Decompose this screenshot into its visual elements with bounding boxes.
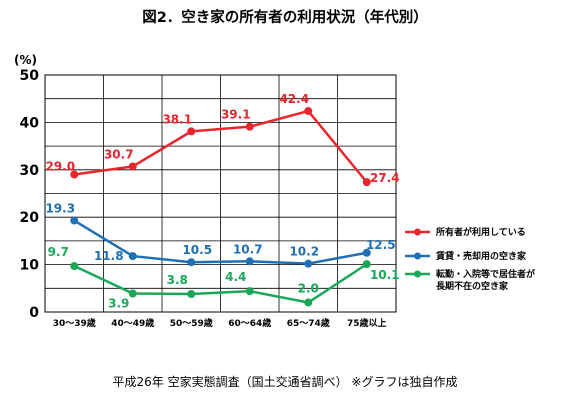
data-point xyxy=(304,107,313,116)
data-label: 19.3 xyxy=(45,202,75,216)
data-label: 38.1 xyxy=(162,112,192,126)
chart-title: 図2．空き家の所有者の利用状況（年代別） xyxy=(142,8,428,26)
data-point xyxy=(362,248,371,257)
data-label: 30.7 xyxy=(104,147,134,161)
series-line xyxy=(73,263,368,304)
data-point xyxy=(245,287,254,296)
series-line xyxy=(73,219,367,265)
data-label: 42.4 xyxy=(279,92,309,106)
legend-label: 所有者が利用している xyxy=(436,226,526,238)
series-line xyxy=(74,109,368,183)
x-tick-label: 50～59歳 xyxy=(170,317,213,329)
legend-marker xyxy=(414,252,421,260)
data-label: 10.7 xyxy=(233,242,263,256)
y-tick-label: 10 xyxy=(20,258,40,274)
data-point xyxy=(70,216,79,225)
data-label: 11.8 xyxy=(94,249,124,263)
series-lines xyxy=(70,107,371,307)
data-point xyxy=(304,298,313,307)
data-point xyxy=(304,259,313,268)
x-tick-label: 40～49歳 xyxy=(111,317,154,329)
data-label: 27.4 xyxy=(370,171,400,185)
y-tick-label: 50 xyxy=(20,68,40,84)
data-point xyxy=(245,122,254,131)
legend-marker xyxy=(414,228,421,236)
data-labels: 29.0 30.7 38.1 39.1 42.4 27.4 19.3 11.8 10.5 10.7… xyxy=(45,92,399,310)
y-tick-label: 40 xyxy=(20,115,40,131)
data-label: 29.0 xyxy=(45,160,75,174)
plot-border xyxy=(44,74,397,313)
data-label: 10.1 xyxy=(370,268,400,282)
data-label: 3.8 xyxy=(167,273,188,287)
data-point xyxy=(128,252,137,261)
data-point xyxy=(245,257,254,266)
data-point xyxy=(362,178,371,187)
y-axis-unit: (%) xyxy=(14,53,37,67)
data-point xyxy=(187,127,196,136)
x-tick-label: 65～74歳 xyxy=(287,317,330,329)
y-axis-ticks: 0 10 20 30 40 50 xyxy=(20,68,40,321)
data-point xyxy=(70,262,79,271)
y-tick-label: 20 xyxy=(20,210,40,226)
data-point xyxy=(70,170,79,179)
legend-marker xyxy=(414,270,421,278)
x-axis-ticks: 30～39歳 40～49歳 50～59歳 60～64歳 65～74歳 75歳以上 xyxy=(53,317,387,329)
data-point xyxy=(128,162,137,171)
x-tick-label: 30～39歳 xyxy=(53,317,96,329)
data-label: 10.2 xyxy=(289,245,319,259)
legend-label: 転勤・入院等で居住者が長期不在の空き家 xyxy=(436,268,536,292)
data-label: 4.4 xyxy=(225,270,246,284)
y-tick-label: 0 xyxy=(29,305,39,321)
source-note: 平成26年 空家実態調査（国土交通省調べ） ※グラフは独自作成 xyxy=(113,374,458,389)
data-label: 2.0 xyxy=(298,282,319,296)
legend-label: 賃貸・売却用の空き家 xyxy=(435,250,527,262)
data-point xyxy=(362,260,371,269)
data-label: 10.5 xyxy=(182,243,212,257)
data-point xyxy=(128,289,137,298)
data-label: 9.7 xyxy=(48,245,69,259)
plot-grid xyxy=(44,74,397,313)
data-label: 12.5 xyxy=(366,238,396,252)
data-label: 3.9 xyxy=(108,297,129,311)
data-label: 39.1 xyxy=(221,108,251,122)
x-tick-label: 75歳以上 xyxy=(347,317,387,329)
y-tick-label: 30 xyxy=(20,163,40,179)
data-point xyxy=(187,258,196,267)
data-point xyxy=(187,289,196,298)
x-tick-label: 60～64歳 xyxy=(228,317,271,329)
